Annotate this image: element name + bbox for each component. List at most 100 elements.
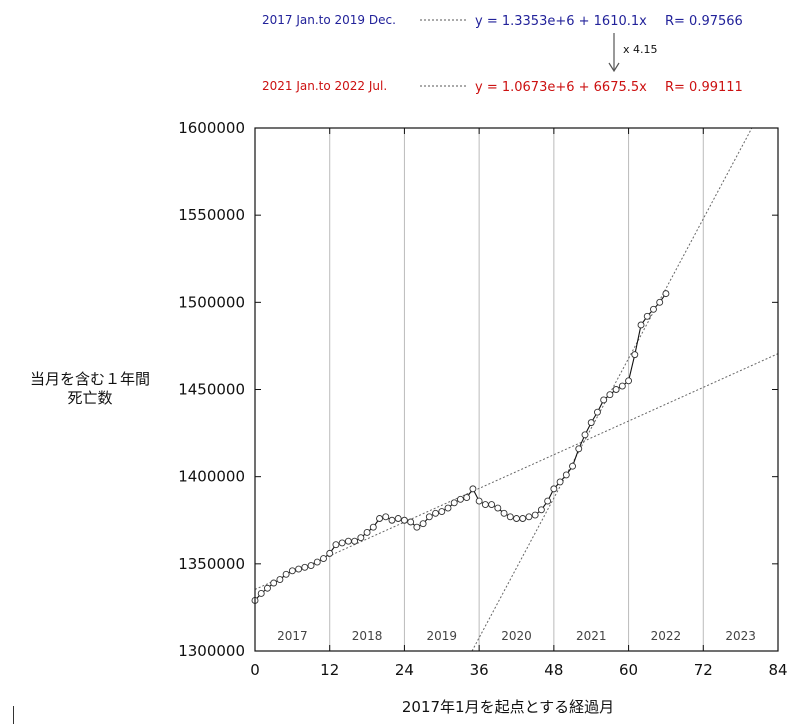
data-point-46 <box>537 506 545 514</box>
y-tick-label-1300000: 1300000 <box>178 642 245 660</box>
data-point-8 <box>301 563 309 571</box>
data-point-11 <box>320 555 327 563</box>
legend-equation-2: y = 1.0673e+6 + 6675.5x <box>475 80 647 95</box>
y-tick-label-1400000: 1400000 <box>178 468 245 486</box>
data-point-38 <box>488 501 496 509</box>
x-tick-label-12: 12 <box>320 661 339 679</box>
data-point-32 <box>450 499 458 507</box>
data-point-15 <box>344 537 352 545</box>
data-point-14 <box>338 539 346 547</box>
data-point-16 <box>351 537 359 545</box>
data-point-53 <box>581 431 589 439</box>
data-point-42 <box>513 515 520 522</box>
year-label-2021: 2021 <box>576 629 607 643</box>
series <box>251 290 670 604</box>
y-tick-label-1550000: 1550000 <box>178 206 245 224</box>
data-point-62 <box>637 321 645 329</box>
data-point-10 <box>313 558 321 566</box>
data-point-7 <box>295 565 303 573</box>
data-point-60 <box>625 377 633 385</box>
data-point-43 <box>519 515 527 522</box>
year-label-2017: 2017 <box>277 629 308 643</box>
data-point-9 <box>307 562 315 570</box>
data-point-57 <box>606 391 614 399</box>
data-point-17 <box>357 534 365 542</box>
data-point-21 <box>382 513 390 521</box>
fit-line-2 <box>471 127 753 652</box>
legend-range-1: 2017 Jan.to 2019 Dec. <box>262 13 396 27</box>
data-point-28 <box>425 513 433 521</box>
data-point-48 <box>550 485 558 493</box>
data-point-26 <box>413 523 421 531</box>
data-point-22 <box>388 516 396 524</box>
year-label-2023: 2023 <box>725 629 756 643</box>
data-point-41 <box>506 513 514 521</box>
y-axis-title-line-2: 死亡数 <box>67 389 112 407</box>
data-point-45 <box>531 511 539 519</box>
data-point-63 <box>643 312 651 320</box>
data-point-23 <box>394 515 402 522</box>
x-tick-label-48: 48 <box>544 661 563 679</box>
data-point-61 <box>631 351 639 359</box>
data-point-36 <box>475 497 483 505</box>
year-label-2019: 2019 <box>427 629 458 643</box>
data-point-64 <box>650 305 657 313</box>
y-tick-label-1600000: 1600000 <box>178 119 245 137</box>
data-point-34 <box>463 494 471 502</box>
data-point-33 <box>457 495 464 503</box>
data-point-40 <box>500 509 508 517</box>
data-point-50 <box>562 471 570 479</box>
year-label-2022: 2022 <box>651 629 682 643</box>
data-point-51 <box>569 462 576 470</box>
year-label-2020: 2020 <box>501 629 532 643</box>
year-labels: 2017 2018 2019 2020 2021 2022 2023 <box>277 629 756 643</box>
data-point-1 <box>257 590 265 597</box>
data-point-18 <box>363 529 371 536</box>
data-point-59 <box>618 382 626 390</box>
data-point-30 <box>438 508 446 515</box>
legend-equation-1: y = 1.3353e+6 + 1610.1x <box>475 14 647 29</box>
data-point-13 <box>332 541 340 549</box>
data-point-66 <box>662 290 670 298</box>
data-point-3 <box>270 579 278 587</box>
x-tick-label-84: 84 <box>768 661 787 679</box>
y-axis-title: 当月を含む１年間 死亡数 <box>30 370 150 407</box>
data-point-55 <box>593 408 601 416</box>
data-point-35 <box>469 485 477 493</box>
x-tick-label-60: 60 <box>619 661 638 679</box>
data-point-39 <box>494 504 502 512</box>
annotation-arrow-head <box>608 62 620 73</box>
y-tick-label-1350000: 1350000 <box>178 555 245 573</box>
text-cursor <box>13 706 14 724</box>
data-point-27 <box>419 520 427 528</box>
x-ticks: 0 12 24 36 48 60 72 84 <box>250 128 788 679</box>
data-point-2 <box>264 584 271 592</box>
data-point-29 <box>432 509 440 517</box>
data-point-47 <box>544 497 552 505</box>
data-point-56 <box>600 396 608 404</box>
y-tick-label-1500000: 1500000 <box>178 293 245 311</box>
grid <box>329 128 704 651</box>
data-point-58 <box>612 386 620 393</box>
x-tick-label-0: 0 <box>250 661 260 679</box>
y-tick-label-1450000: 1450000 <box>178 381 245 399</box>
data-point-44 <box>525 513 533 521</box>
legend-r-1: R= 0.97566 <box>665 14 743 29</box>
data-point-6 <box>288 567 296 575</box>
legend: 2017 Jan.to 2019 Dec. y = 1.3353e+6 + 16… <box>262 13 743 95</box>
y-axis-title-line-1: 当月を含む１年間 <box>30 370 150 388</box>
legend-range-2: 2021 Jan.to 2022 Jul. <box>262 79 387 93</box>
data-point-49 <box>556 478 564 486</box>
year-label-2018: 2018 <box>352 629 383 643</box>
data-point-19 <box>369 523 377 531</box>
data-point-37 <box>481 501 489 509</box>
data-point-65 <box>656 298 664 306</box>
x-tick-label-72: 72 <box>694 661 713 679</box>
y-ticks: 1300000 1350000 1400000 1450000 1500000 15500… <box>178 119 778 660</box>
x-axis-title: 2017年1月を起点とする経過月 <box>402 698 614 716</box>
data-point-54 <box>587 419 595 427</box>
x-tick-label-36: 36 <box>470 661 489 679</box>
data-point-24 <box>400 516 408 524</box>
x-tick-label-24: 24 <box>395 661 414 679</box>
